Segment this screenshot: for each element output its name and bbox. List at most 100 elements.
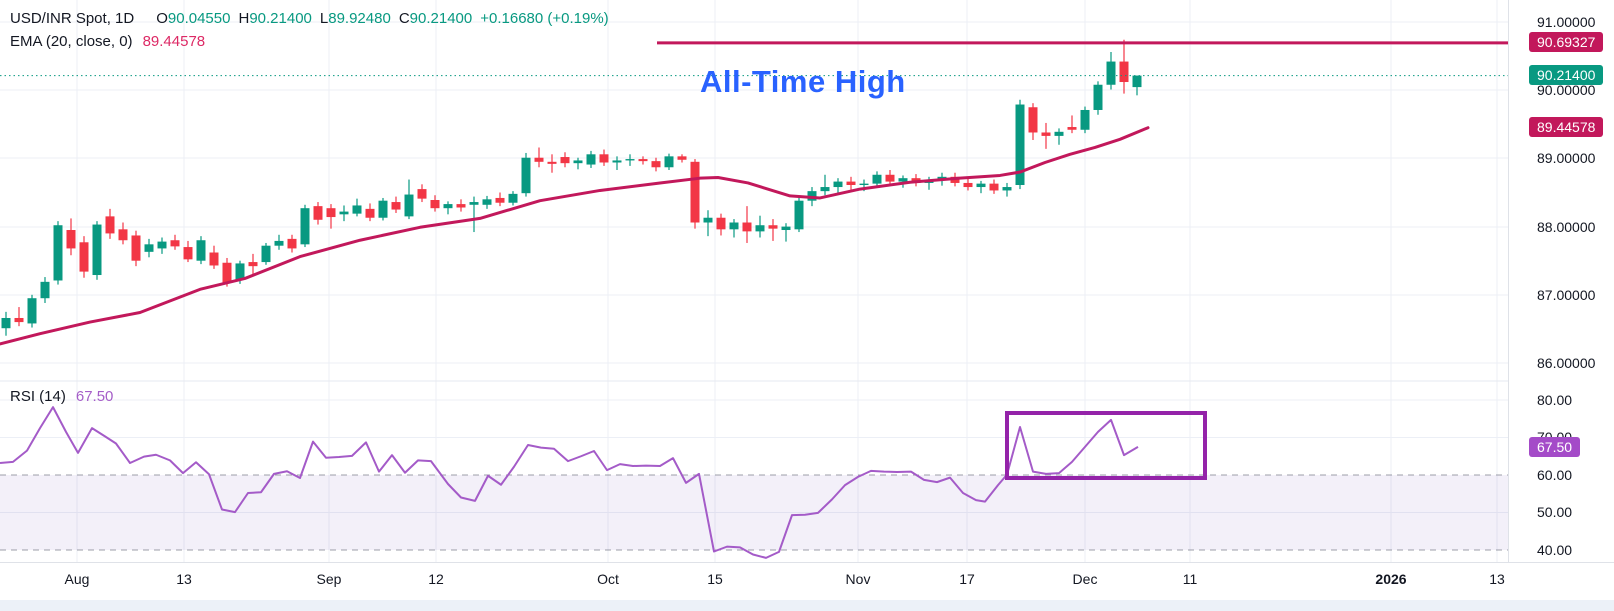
candle-body — [898, 178, 908, 182]
price-axis-label: 86.00000 — [1537, 355, 1596, 371]
candle-body — [573, 160, 583, 164]
candle-body — [209, 252, 219, 266]
candle-body — [1054, 131, 1064, 136]
candle-body — [768, 225, 778, 229]
price-axis-label: 90.00000 — [1537, 82, 1596, 98]
candle-body — [1028, 107, 1038, 133]
candle-body — [638, 159, 648, 162]
candle-body — [651, 161, 661, 168]
candle-body — [781, 226, 791, 231]
high-value: 90.21400 — [249, 10, 312, 27]
time-axis[interactable]: Aug 13 Sep 12 Oct 15 Nov 17 Dec 11 2026 13 — [0, 562, 1614, 601]
candle-body — [92, 224, 102, 276]
candle-body — [989, 183, 999, 191]
candle-body — [391, 202, 401, 210]
candle-body — [716, 217, 726, 230]
candle-body — [729, 222, 739, 230]
low-value: 89.92480 — [328, 10, 391, 27]
price-axis[interactable]: 91.00000 90.00000 89.00000 88.00000 87.00000… — [1508, 0, 1614, 562]
candle-body — [612, 160, 622, 163]
time-axis-label: Nov — [845, 571, 871, 587]
candle-body — [404, 194, 414, 217]
candle-body — [820, 187, 830, 192]
price-axis-label: 89.00000 — [1537, 150, 1596, 166]
rsi-axis-label: 50.00 — [1537, 504, 1573, 520]
candle-body — [326, 208, 336, 218]
rsi-highlight-box[interactable] — [1005, 411, 1207, 480]
ema-line[interactable] — [0, 126, 1150, 346]
time-axis-label: Oct — [597, 571, 619, 587]
candle-body — [287, 238, 297, 249]
candle-body — [131, 235, 141, 261]
candle-body — [1, 317, 11, 329]
ema-legend: EMA (20, close, 0) 89.44578 — [10, 33, 205, 50]
candle-body — [1093, 84, 1103, 110]
candle-body — [79, 242, 89, 272]
candle-body — [742, 222, 752, 232]
time-axis-label: 13 — [176, 571, 192, 587]
low-label: L — [319, 10, 329, 27]
rsi-legend: RSI (14) 67.50 — [10, 388, 113, 405]
rsi-value: 67.50 — [75, 388, 114, 405]
candle-body — [456, 204, 466, 208]
bottom-strip — [0, 600, 1614, 611]
candle-body — [833, 181, 843, 188]
candle-body — [222, 262, 232, 283]
rsi-label[interactable]: RSI (14) — [10, 388, 66, 405]
candle-body — [1002, 187, 1012, 191]
candle-body — [274, 240, 284, 246]
candle-body — [521, 157, 531, 194]
candle-body — [53, 225, 63, 281]
rsi-band — [0, 475, 1508, 550]
candle-body — [1106, 61, 1116, 85]
time-axis-label: 2026 — [1375, 571, 1407, 587]
candle-body — [443, 204, 453, 209]
candle-body — [508, 193, 518, 203]
candle-body — [755, 225, 765, 232]
candle-body — [469, 202, 479, 205]
candle-body — [66, 230, 76, 249]
rsi-line — [0, 406, 1139, 559]
time-axis-label: 13 — [1489, 571, 1505, 587]
candle-body — [105, 216, 115, 234]
candle-body — [560, 157, 570, 164]
candle-body — [313, 206, 323, 220]
all-time-high-annotation[interactable]: All-Time High — [700, 64, 906, 99]
change-value: +0.16680 (+0.19%) — [480, 10, 609, 27]
time-axis-label: Aug — [64, 571, 90, 587]
candle-body — [183, 247, 193, 260]
candle-body — [352, 205, 362, 214]
candle-body — [144, 244, 154, 252]
high-label: H — [238, 10, 250, 27]
candle-body — [40, 281, 50, 299]
candle-body — [794, 200, 804, 230]
symbol-title[interactable]: USD/INR Spot, 1D — [10, 10, 135, 27]
candle-body — [1132, 75, 1142, 88]
candle-body — [170, 240, 180, 247]
time-axis-label: 15 — [707, 571, 723, 587]
candle-body — [846, 181, 856, 185]
price-badge: 89.44578 — [1529, 117, 1604, 137]
candle-body — [248, 262, 258, 267]
candle-body — [196, 240, 206, 261]
rsi-badge: 67.50 — [1529, 437, 1581, 457]
price-axis-label: 87.00000 — [1537, 287, 1596, 303]
candle-body — [430, 200, 440, 209]
ema-value: 89.44578 — [142, 33, 206, 50]
candle-body — [261, 245, 271, 263]
time-axis-label: 17 — [959, 571, 975, 587]
candle-body — [976, 183, 986, 188]
candle-body — [235, 263, 245, 280]
candle-body — [586, 154, 596, 165]
price-axis-label: 91.00000 — [1537, 14, 1596, 30]
time-axis-label: Sep — [316, 571, 342, 587]
candle-body — [1041, 132, 1051, 136]
ema-label[interactable]: EMA (20, close, 0) — [10, 33, 133, 50]
candle-body — [417, 189, 427, 199]
price-badge: 90.21400 — [1529, 65, 1604, 85]
candle-body — [547, 161, 557, 164]
close-label: C — [398, 10, 410, 27]
candle-body — [339, 211, 349, 215]
price-axis-label: 88.00000 — [1537, 219, 1596, 235]
